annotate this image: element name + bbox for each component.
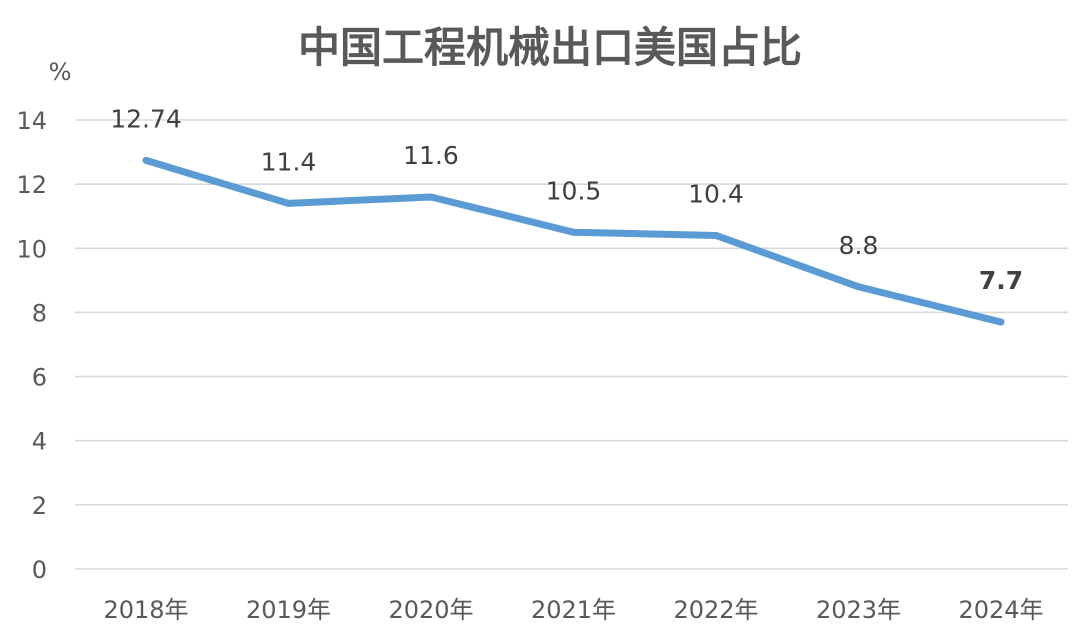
x-tick-label: 2021年 (531, 596, 616, 624)
x-tick-label: 2019年 (246, 596, 331, 624)
data-point (712, 231, 720, 239)
data-label: 11.4 (261, 147, 317, 176)
data-label: 10.4 (688, 179, 744, 208)
y-tick-label: 2 (32, 492, 47, 520)
y-tick-label: 4 (32, 428, 47, 456)
x-tick-label: 2023年 (816, 596, 901, 624)
x-tick-label: 2022年 (673, 596, 758, 624)
data-point (855, 283, 862, 291)
data-point (285, 199, 292, 207)
y-tick-label: 10 (16, 235, 47, 263)
y-tick-label: 8 (32, 299, 47, 327)
data-point (570, 228, 577, 236)
y-tick-label: 6 (32, 364, 47, 392)
gridlines (75, 119, 1068, 570)
data-point (997, 318, 1005, 326)
x-tick-label: 2024年 (958, 596, 1043, 624)
data-label: 10.5 (546, 176, 602, 205)
y-tick-label: 0 (32, 556, 47, 584)
series-layer (142, 156, 1005, 326)
x-tick-label: 2020年 (388, 596, 473, 624)
y-tick-label: 14 (16, 107, 47, 135)
y-tick-label: 12 (16, 171, 47, 199)
data-label: 12.74 (110, 104, 182, 133)
data-point (142, 156, 150, 164)
data-label: 11.6 (403, 141, 459, 170)
data-labels: 12.74 11.4 11.6 10.5 10.4 8.8 7.7 (110, 104, 1023, 295)
data-label: 7.7 (979, 266, 1023, 295)
data-point (427, 193, 435, 201)
y-axis-unit-label: % (49, 58, 72, 86)
data-label: 8.8 (839, 231, 879, 260)
y-axis-ticks: 0 2 4 6 8 10 12 14 (16, 107, 47, 584)
chart-title: 中国工程机械出口美国占比 (298, 23, 802, 72)
x-axis-ticks: 2018年 2019年 2020年 2021年 2022年 2023年 2024年 (103, 596, 1043, 624)
x-tick-label: 2018年 (103, 596, 188, 624)
